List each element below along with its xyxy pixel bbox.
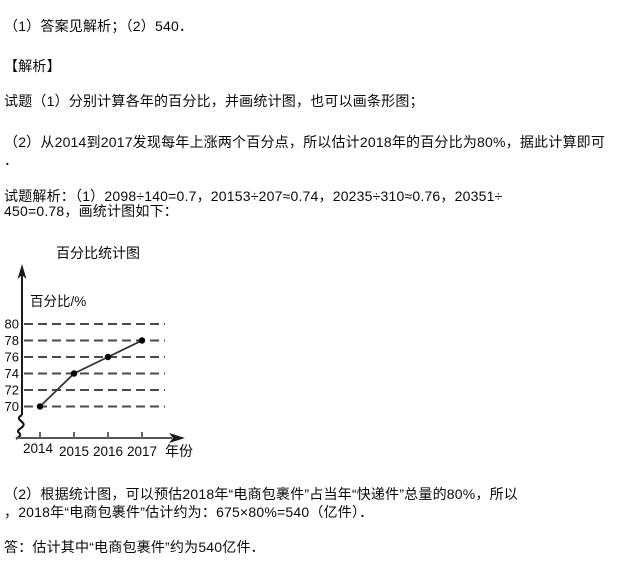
data-point xyxy=(104,353,112,361)
chart-title: 百分比统计图 xyxy=(56,245,140,261)
answer-line: （1）答案见解析；（2）540． xyxy=(4,18,194,34)
y-tick-label: 80 xyxy=(5,317,19,332)
x-tick-label: 2014 xyxy=(23,441,54,456)
x-tick-label: 2016 xyxy=(93,444,123,459)
x-tick-label: 2015 xyxy=(59,444,89,459)
y-axis-arrow xyxy=(17,264,27,279)
data-point xyxy=(138,337,146,344)
point-1-line: 试题（1）分别计算各年的百分比，并画统计图，也可以画条形图； xyxy=(4,93,424,109)
detail-line-1: 试题解析：（1）2098÷140=0.7，20153÷207≈0.74，2023… xyxy=(4,188,503,204)
x-axis-arrow xyxy=(169,433,185,443)
y-tick-label: 70 xyxy=(5,399,19,414)
data-line xyxy=(39,339,143,408)
y-tick-label: 76 xyxy=(5,350,19,365)
point-2-line-1: （2）从2014到2017发现每年上涨两个百分点，所以估计2018年的百分比为8… xyxy=(4,134,606,150)
detail-line-2: 450=0.78，画统计图如下： xyxy=(4,203,178,219)
conclusion-line-2: ，2018年“电商包裹件”估计约为：675×80%=540（亿件）． xyxy=(4,504,374,520)
y-axis-label: 百分比/% xyxy=(30,294,86,309)
analysis-header: 【解析】 xyxy=(4,58,61,74)
data-point xyxy=(70,370,78,377)
x-tick-label: 2017 xyxy=(127,444,157,459)
data-point xyxy=(36,403,44,410)
final-answer-line: 答：估计其中“电商包裹件”约为540亿件． xyxy=(4,539,265,555)
point-2-line-2: ． xyxy=(4,152,19,168)
conclusion-line-1: （2）根据统计图，可以预估2018年“电商包裹件”占当年“快递件”总量的80%，… xyxy=(4,486,518,502)
x-axis-label: 年份 xyxy=(165,443,193,459)
percentage-line-chart: 百分比统计图 80 78 76 74 72 70 百分比/% 2014 2015 2016 2017… xyxy=(0,238,212,472)
axis-break-squiggle xyxy=(15,414,25,440)
y-tick-label: 74 xyxy=(5,366,19,381)
y-tick-label: 72 xyxy=(5,383,19,398)
y-tick-label: 78 xyxy=(5,333,19,348)
